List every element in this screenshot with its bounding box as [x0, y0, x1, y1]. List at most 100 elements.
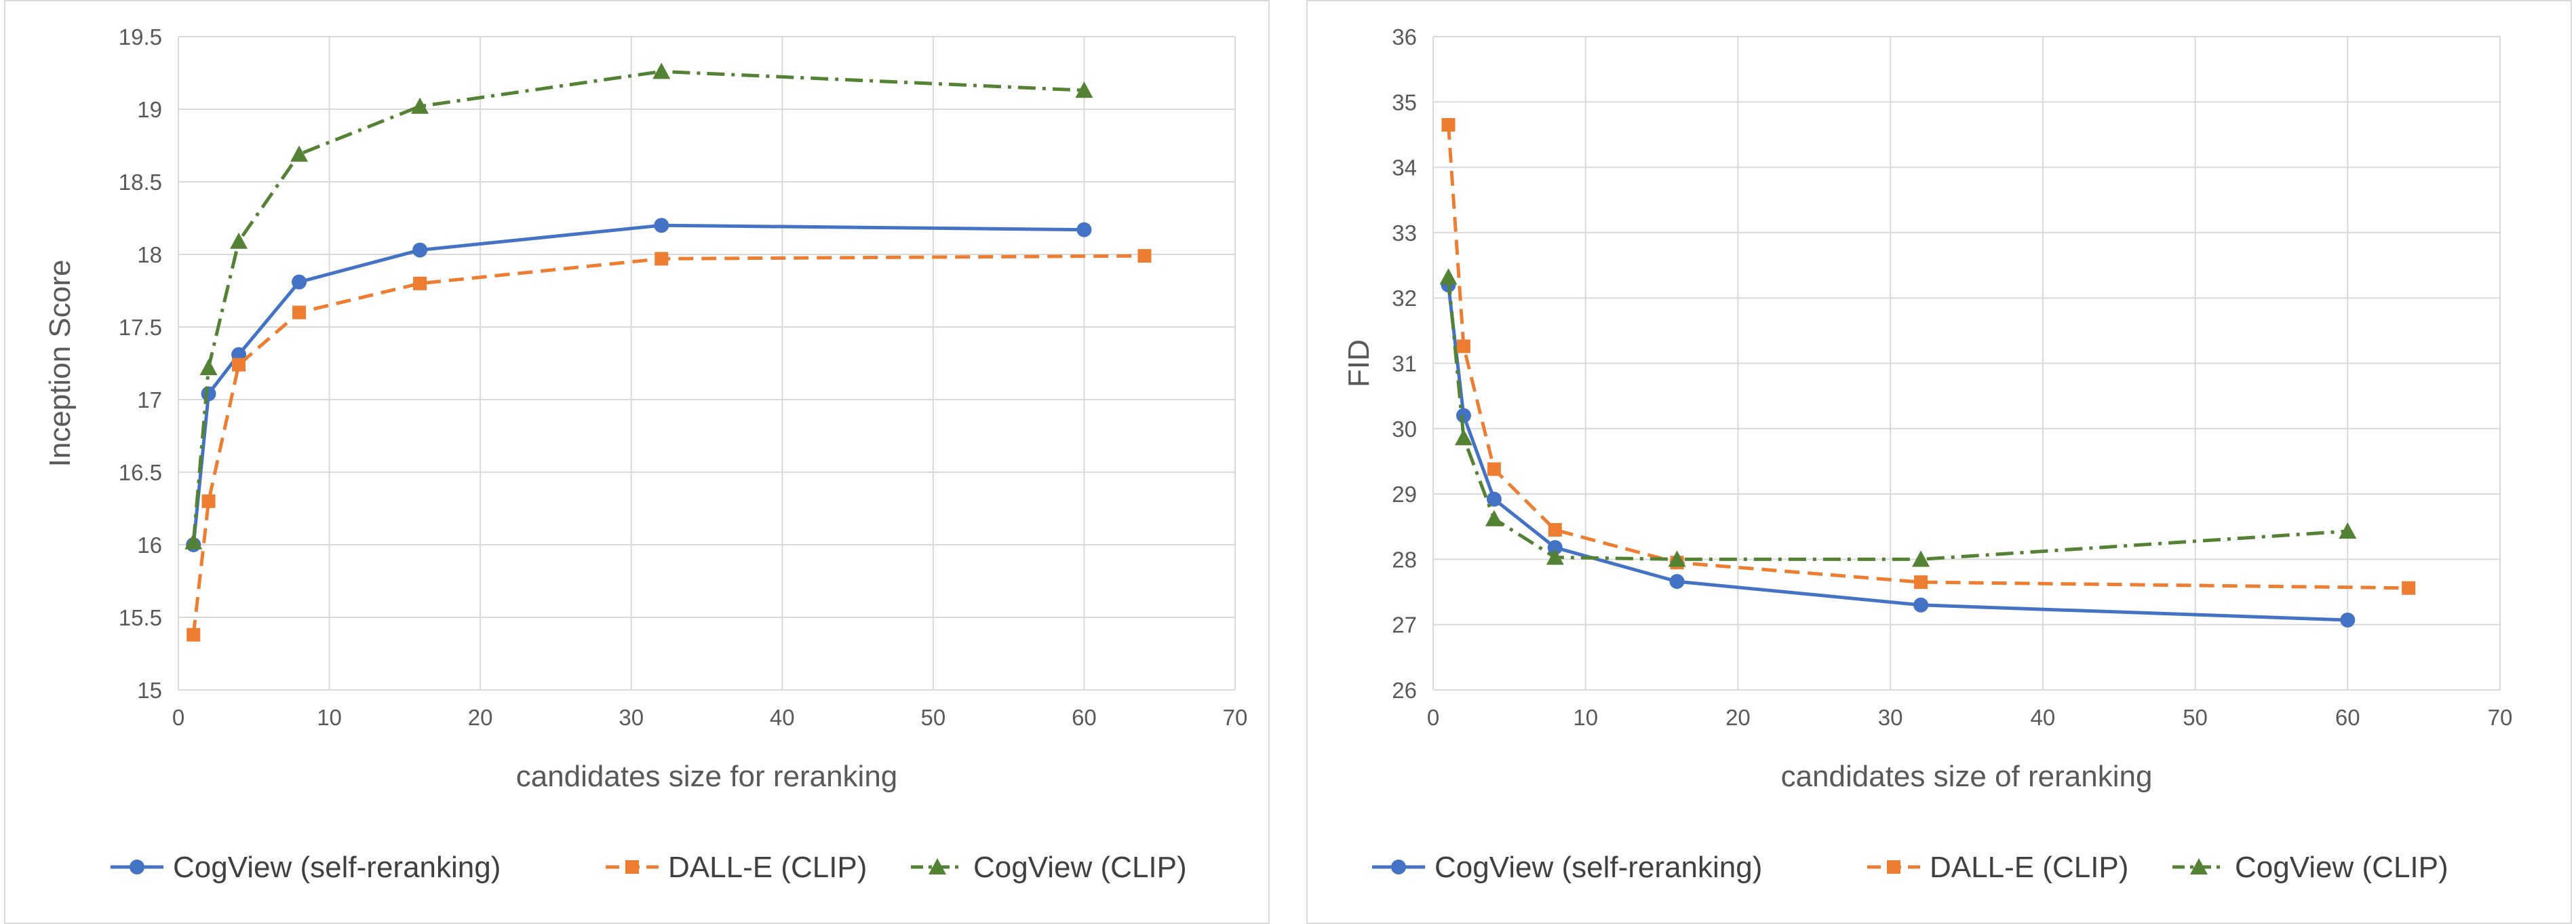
y-axis-title: Inception Score	[43, 260, 77, 467]
data-point	[2340, 612, 2356, 628]
data-point	[187, 628, 201, 642]
series-circle	[1441, 277, 2356, 628]
y-tick-label: 15	[137, 678, 162, 703]
x-tick-label: 50	[2183, 705, 2208, 730]
legend-label: CogView (self-reranking)	[1435, 851, 1762, 884]
x-tick-label: 50	[920, 705, 945, 730]
data-point	[1914, 575, 1928, 590]
y-tick-label: 15.5	[119, 605, 162, 630]
data-point	[1913, 597, 1929, 613]
series-line	[1446, 284, 2348, 622]
fid-chart: 0 10 20 30 40 50 60 70 26 27 28 29 30 31 32 33 34 35 36 can…	[1342, 24, 2513, 884]
legend-item: CogView (CLIP)	[911, 851, 1187, 884]
data-point	[1485, 509, 1503, 526]
y-tick-label: 19	[137, 97, 162, 122]
legend-label: DALL-E (CLIP)	[668, 851, 867, 884]
legend-marker	[625, 860, 639, 874]
data-point	[292, 274, 307, 290]
data-point	[2339, 522, 2357, 539]
data-point	[655, 252, 669, 266]
data-point	[1668, 550, 1686, 567]
x-tick-label: 60	[1072, 705, 1097, 730]
series-circle	[186, 218, 1092, 552]
x-tick-label: 70	[2488, 705, 2513, 730]
data-point	[1456, 408, 1471, 423]
legend-marker	[1887, 860, 1900, 874]
y-tick-label: 34	[1392, 155, 1417, 180]
series-line	[1446, 277, 2348, 561]
legend-item: DALL-E (CLIP)	[1867, 851, 2128, 884]
y-tick-label: 18.5	[119, 170, 162, 195]
y-tick-label: 17.5	[119, 315, 162, 340]
data-point	[1486, 491, 1502, 507]
x-tick-label: 20	[1725, 705, 1751, 730]
data-point	[412, 242, 428, 258]
legend-item: DALL-E (CLIP)	[606, 851, 867, 884]
y-tick-label: 28	[1392, 547, 1417, 572]
data-point	[1548, 523, 1562, 537]
data-point	[1441, 118, 1456, 132]
legend-label: CogView (CLIP)	[973, 851, 1187, 884]
x-tick-label: 10	[317, 705, 342, 730]
x-tick-label: 70	[1223, 705, 1248, 730]
legend-label: CogView (CLIP)	[2235, 851, 2448, 884]
legend-marker	[130, 860, 144, 874]
data-point	[1454, 429, 1472, 446]
legend-item: CogView (self-reranking)	[111, 851, 501, 884]
y-tick-label: 26	[1392, 678, 1417, 703]
data-point	[1439, 268, 1458, 285]
y-tick-label: 16	[137, 533, 162, 558]
x-tick-label: 40	[770, 705, 795, 730]
fid-chart-panel: 0 10 20 30 40 50 60 70 26 27 28 29 30 31 32 33 34 35 36 can…	[1306, 0, 2572, 924]
x-tick-label: 40	[2030, 705, 2055, 730]
data-point	[1075, 81, 1093, 98]
y-tick-label: 17	[137, 387, 162, 412]
y-tick-label: 19.5	[119, 24, 162, 50]
y-tick-label: 36	[1392, 24, 1417, 50]
legend-item: CogView (self-reranking)	[1372, 851, 1762, 884]
data-point	[654, 218, 669, 233]
x-tick-label: 30	[619, 705, 644, 730]
data-point	[411, 97, 429, 114]
data-point	[184, 533, 203, 550]
series-square	[1441, 118, 2416, 595]
y-axis-title: FID	[1342, 339, 1375, 387]
series-line	[1446, 124, 2409, 590]
series-line	[191, 254, 1145, 635]
data-point	[199, 358, 218, 375]
data-point	[201, 386, 216, 402]
y-tick-label: 31	[1392, 351, 1417, 377]
data-point	[232, 358, 246, 372]
y-tick-label: 18	[137, 242, 162, 267]
y-tick-label: 35	[1392, 90, 1417, 115]
x-tick-label: 60	[2335, 705, 2360, 730]
x-tick-label: 10	[1573, 705, 1598, 730]
data-point	[201, 494, 216, 508]
legend-item: CogView (CLIP)	[2172, 851, 2448, 884]
data-point	[1912, 550, 1930, 567]
data-point	[2402, 581, 2416, 595]
y-tick-label: 29	[1392, 482, 1417, 507]
data-point	[1669, 574, 1685, 590]
data-point	[290, 145, 309, 162]
x-axis-title: candidates size for reranking	[516, 760, 898, 793]
legend-marker	[2190, 858, 2208, 875]
data-point	[1487, 462, 1501, 476]
x-tick-label: 0	[172, 705, 184, 730]
y-tick-label: 30	[1392, 417, 1417, 442]
series-triangle	[184, 62, 1093, 550]
x-tick-label: 0	[1427, 705, 1439, 730]
data-point	[1076, 222, 1092, 237]
legend-label: DALL-E (CLIP)	[1930, 851, 2128, 884]
inception-score-chart: 0 10 20 30 40 50 60 70 15 15.5 16 16.5 17 17.5 18 18.5 1…	[43, 24, 1248, 884]
series-square	[187, 249, 1152, 642]
y-tick-label: 27	[1392, 613, 1417, 638]
y-tick-label: 33	[1392, 220, 1417, 246]
data-point	[1137, 249, 1152, 263]
x-tick-label: 30	[1878, 705, 1903, 730]
y-tick-label: 16.5	[119, 460, 162, 485]
data-point	[230, 232, 248, 249]
data-point	[1546, 548, 1564, 565]
data-point	[413, 276, 427, 290]
inception-score-chart-panel: 0 10 20 30 40 50 60 70 15 15.5 16 16.5 17 17.5 18 18.5 1…	[4, 0, 1270, 924]
